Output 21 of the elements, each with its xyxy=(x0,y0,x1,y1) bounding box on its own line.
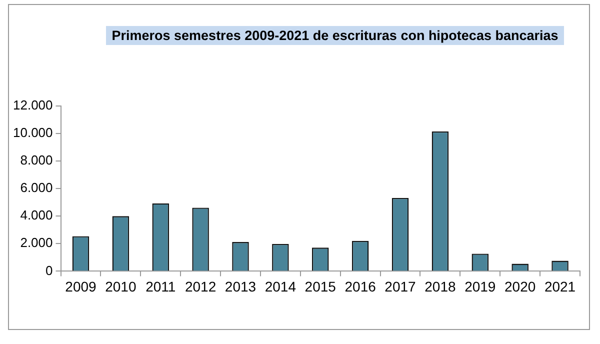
x-tick-label: 2017 xyxy=(384,278,416,294)
x-tick-label: 2011 xyxy=(146,278,176,294)
x-tick-label: 2021 xyxy=(544,278,576,294)
y-tick-label: 6.000 xyxy=(20,180,53,196)
chart-title: Primeros semestres 2009-2021 de escrituras con hipotecas bancarias xyxy=(106,26,564,45)
x-tick-label: 2016 xyxy=(344,278,376,294)
x-tick-label: 2012 xyxy=(184,278,216,294)
y-tick-label: 8.000 xyxy=(20,152,53,168)
x-tick-label: 2018 xyxy=(424,278,456,294)
x-tick-label: 2009 xyxy=(65,278,97,294)
y-tick-label: 2.000 xyxy=(20,235,53,250)
x-tick-label: 2014 xyxy=(264,278,296,294)
x-tick-label: 2013 xyxy=(224,278,256,294)
y-tick-label: 10.000 xyxy=(12,125,53,140)
x-tick-label: 2019 xyxy=(464,278,496,294)
x-tick-label: 2015 xyxy=(304,278,336,294)
x-tick-label: 2020 xyxy=(504,278,536,294)
y-tick-label: 12.000 xyxy=(12,98,53,113)
y-tick-label: 0 xyxy=(46,262,53,278)
y-tick-label: 4.000 xyxy=(20,208,53,223)
x-tick-label: 2010 xyxy=(105,278,136,294)
